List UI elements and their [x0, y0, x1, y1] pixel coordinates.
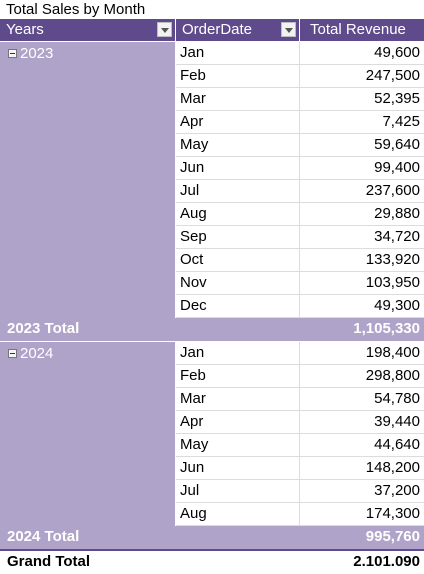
collapse-minus-icon[interactable]: [8, 349, 17, 358]
year-total-value[interactable]: 1,105,330: [299, 318, 424, 341]
month-cell[interactable]: Jun: [180, 159, 205, 176]
month-cell[interactable]: Mar: [180, 390, 206, 407]
gridline: [176, 133, 424, 134]
years-filter-dropdown-icon[interactable]: [157, 22, 172, 37]
year-total-value[interactable]: 995,760: [299, 526, 424, 549]
month-cell[interactable]: May: [180, 436, 209, 453]
revenue-value-cell[interactable]: 298,800: [365, 367, 420, 384]
gridline: [176, 271, 424, 272]
year-total-label[interactable]: 2023 Total: [0, 318, 299, 341]
month-cell[interactable]: Feb: [180, 367, 206, 384]
orderdate-header-label: OrderDate: [182, 21, 253, 38]
month-cell[interactable]: Jul: [180, 482, 200, 499]
revenue-value-cell[interactable]: 34,720: [374, 228, 420, 245]
revenue-value-cell[interactable]: 39,440: [374, 413, 420, 430]
month-cell[interactable]: Apr: [180, 113, 204, 130]
gridline: [176, 248, 424, 249]
collapse-minus-icon[interactable]: [8, 49, 17, 58]
gridline: [176, 179, 424, 180]
month-cell[interactable]: Apr: [180, 413, 204, 430]
gridline: [176, 202, 424, 203]
revenue-value-cell[interactable]: 44,640: [374, 436, 420, 453]
gridline: [176, 410, 424, 411]
revenue-value-cell[interactable]: 133,920: [365, 251, 420, 268]
orderdate-header[interactable]: OrderDate: [176, 19, 299, 41]
gridline: [176, 525, 424, 526]
orderdate-filter-dropdown-icon[interactable]: [281, 22, 296, 37]
gridline: [176, 156, 424, 157]
month-cell[interactable]: May: [180, 136, 209, 153]
revenue-value-cell[interactable]: 99,400: [374, 159, 420, 176]
year-text: 2024: [20, 345, 54, 362]
revenue-value-cell[interactable]: 237,600: [365, 182, 420, 199]
revenue-value-cell[interactable]: 198,400: [365, 344, 420, 361]
gridline: [176, 479, 424, 480]
gridline: [176, 64, 424, 65]
revenue-value-cell[interactable]: 247,500: [365, 67, 420, 84]
gridline: [176, 387, 424, 388]
years-header-label: Years: [6, 21, 44, 38]
revenue-value-cell[interactable]: 54,780: [374, 390, 420, 407]
revenue-value-cell[interactable]: 59,640: [374, 136, 420, 153]
year-label: 2024: [8, 344, 53, 364]
month-cell[interactable]: Aug: [180, 205, 207, 222]
month-cell[interactable]: Sep: [180, 228, 207, 245]
total-revenue-header-label: Total Revenue: [310, 21, 406, 38]
month-cell[interactable]: Jun: [180, 459, 205, 476]
pivot-title[interactable]: Total Sales by Month: [6, 1, 146, 18]
gridline: [299, 42, 300, 318]
total-revenue-header[interactable]: Total Revenue: [300, 19, 424, 41]
years-header[interactable]: Years: [0, 19, 175, 41]
revenue-value-cell[interactable]: 49,300: [374, 297, 420, 314]
gridline: [176, 502, 424, 503]
month-cell[interactable]: Aug: [180, 505, 207, 522]
revenue-value-cell[interactable]: 174,300: [365, 505, 420, 522]
revenue-value-cell[interactable]: 52,395: [374, 90, 420, 107]
year-group-cell[interactable]: 2024: [0, 342, 175, 526]
gridline: [299, 342, 300, 526]
revenue-value-cell[interactable]: 148,200: [365, 459, 420, 476]
month-cell[interactable]: Dec: [180, 297, 207, 314]
revenue-value-cell[interactable]: 29,880: [374, 205, 420, 222]
gridline: [176, 87, 424, 88]
revenue-value-cell[interactable]: 7,425: [382, 113, 420, 130]
month-cell[interactable]: Oct: [180, 251, 204, 268]
gridline: [176, 364, 424, 365]
gridline: [176, 317, 424, 318]
grand-total-label[interactable]: Grand Total: [7, 553, 91, 570]
grand-total-value[interactable]: 2.101.090: [353, 553, 420, 570]
month-cell[interactable]: Mar: [180, 90, 206, 107]
month-cell[interactable]: Nov: [180, 274, 207, 291]
gridline: [176, 110, 424, 111]
year-total-label[interactable]: 2024 Total: [0, 526, 299, 549]
grand-total-border: [0, 549, 424, 551]
revenue-value-cell[interactable]: 49,600: [374, 44, 420, 61]
year-group-cell[interactable]: 2023: [0, 42, 175, 318]
month-cell[interactable]: Jan: [180, 344, 205, 361]
revenue-value-cell[interactable]: 103,950: [365, 274, 420, 291]
gridline: [176, 433, 424, 434]
year-text: 2023: [20, 45, 54, 62]
year-label: 2023: [8, 44, 53, 64]
revenue-value-cell[interactable]: 37,200: [374, 482, 420, 499]
gridline: [176, 225, 424, 226]
gridline: [176, 294, 424, 295]
month-cell[interactable]: Jul: [180, 182, 200, 199]
month-cell[interactable]: Jan: [180, 44, 205, 61]
month-cell[interactable]: Feb: [180, 67, 206, 84]
gridline: [176, 456, 424, 457]
